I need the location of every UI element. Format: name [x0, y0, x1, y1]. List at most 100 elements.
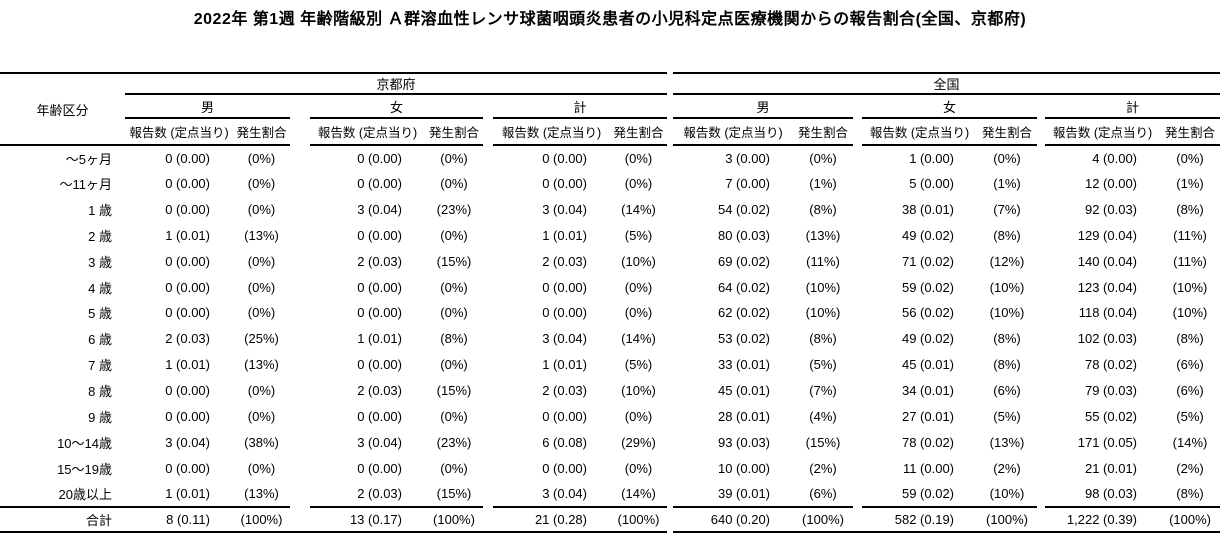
cell-ratio: (13%): [244, 357, 279, 373]
column-spacer: [290, 223, 310, 249]
cell-count: 0 (0.00): [357, 279, 402, 295]
cell-count: 38 (0.01): [901, 202, 955, 218]
cell-count: 0 (0.00): [542, 408, 587, 424]
gender-header-kyoto-male: 男: [125, 94, 290, 119]
table-row: 6 歳 2 (0.03) (25%) 1 (0.01) (8%) 3 (0.04…: [0, 326, 1220, 352]
column-spacer: [290, 274, 310, 300]
column-spacer: [853, 506, 863, 533]
column-spacer: [290, 248, 310, 274]
col-header-count: 報告数 (定点当り): [125, 118, 233, 146]
cell-ratio: (11%): [806, 253, 840, 269]
cell-count: 4 (0.00): [1092, 150, 1138, 166]
column-spacer: [483, 248, 493, 274]
column-spacer: [290, 326, 310, 352]
column-spacer: [290, 94, 310, 118]
cell-count: 3 (0.04): [542, 485, 587, 501]
cell-ratio: (10%): [989, 485, 1025, 501]
cell-ratio: (2%): [809, 460, 837, 476]
cell-ratio: (0%): [440, 408, 468, 424]
cell-count: 27 (0.01): [901, 408, 955, 424]
cell-ratio: (10%): [805, 279, 841, 295]
cell-ratio: (8%): [993, 227, 1021, 243]
cell-count: 8 (0.11): [125, 505, 233, 533]
cell-ratio: (0%): [440, 279, 468, 295]
column-spacer: [290, 197, 310, 223]
age-label: 15～19歳: [57, 461, 112, 477]
column-spacer: [1037, 506, 1046, 533]
cell-ratio: (5%): [1176, 408, 1204, 424]
table-body: ～5ヶ月 0 (0.00) (0%) 0 (0.00) (0%) 0 (0.00…: [0, 145, 1220, 507]
cell-ratio: (0%): [247, 202, 276, 218]
report-table: 年齢区分 京都府 全国 男 女 計 男 女 計 報告数 (定点当り) 発生割合 …: [0, 72, 1220, 533]
cell-count: 0 (0.00): [357, 305, 402, 321]
cell-ratio: (0%): [1176, 150, 1204, 166]
cell-ratio: (8%): [1176, 202, 1204, 218]
column-spacer: [483, 481, 493, 507]
cell-ratio: (0%): [993, 150, 1021, 166]
column-spacer: [1037, 455, 1045, 481]
cell-count: 78 (0.02): [901, 434, 955, 450]
column-spacer: [853, 403, 862, 429]
cell-ratio: (8%): [1176, 485, 1204, 501]
cell-ratio: (0%): [624, 176, 653, 192]
cell-count: 79 (0.03): [1084, 383, 1138, 399]
cell-ratio: (100%): [425, 505, 483, 533]
cell-count: 582 (0.19): [862, 505, 978, 533]
gender-header-national-total: 計: [1045, 94, 1220, 119]
cell-count: 2 (0.03): [542, 253, 587, 269]
cell-ratio: (6%): [809, 485, 837, 501]
table-row: 15～19歳 0 (0.00) (0%) 0 (0.00) (0%) 0 (0.…: [0, 455, 1220, 481]
gender-header-national-female: 女: [862, 94, 1038, 119]
cell-ratio: (5%): [624, 357, 653, 373]
cell-ratio: (0%): [624, 305, 653, 321]
column-spacer: [1037, 300, 1045, 326]
column-spacer: [853, 300, 862, 326]
cell-count: 28 (0.01): [717, 408, 771, 424]
cell-count: 3 (0.04): [542, 202, 587, 218]
age-label: 3 歳: [88, 254, 112, 270]
cell-ratio: (5%): [993, 408, 1021, 424]
cell-count: 69 (0.02): [717, 253, 771, 269]
cell-count: 6 (0.08): [542, 434, 587, 450]
cell-count: 0 (0.00): [357, 460, 402, 476]
cell-count: 7 (0.00): [725, 176, 771, 192]
table-row: ～5ヶ月 0 (0.00) (0%) 0 (0.00) (0%) 0 (0.00…: [0, 145, 1220, 171]
column-spacer: [853, 481, 862, 507]
cell-ratio: (7%): [809, 383, 837, 399]
cell-count: 1 (0.00): [909, 150, 955, 166]
column-spacer: [290, 145, 310, 171]
table-row: 8 歳 0 (0.00) (0%) 2 (0.03) (15%) 2 (0.03…: [0, 378, 1220, 404]
cell-ratio: (8%): [993, 331, 1021, 347]
cell-ratio: (0%): [247, 253, 276, 269]
column-spacer: [483, 429, 493, 455]
cell-count: 33 (0.01): [717, 357, 771, 373]
cell-ratio: (1%): [1176, 176, 1204, 192]
column-spacer: [853, 223, 862, 249]
cell-count: 59 (0.02): [901, 485, 955, 501]
cell-count: 0 (0.00): [165, 460, 210, 476]
column-spacer: [853, 455, 862, 481]
cell-ratio: (38%): [244, 434, 279, 450]
cell-count: 0 (0.00): [165, 176, 210, 192]
cell-count: 93 (0.03): [717, 434, 771, 450]
cell-ratio: (0%): [440, 357, 468, 373]
cell-ratio: (14%): [621, 331, 656, 347]
col-header-ratio: 発生割合: [233, 118, 290, 146]
age-label: ～11ヶ月: [59, 177, 113, 193]
cell-count: 1 (0.01): [542, 357, 587, 373]
cell-count: 118 (0.04): [1078, 305, 1138, 321]
cell-count: 62 (0.02): [717, 305, 771, 321]
cell-ratio: (25%): [244, 331, 279, 347]
cell-ratio: (10%): [989, 279, 1025, 295]
cell-ratio: (13%): [805, 227, 841, 243]
column-spacer: [1037, 171, 1045, 197]
cell-count: 0 (0.00): [165, 408, 210, 424]
cell-ratio: (23%): [436, 434, 472, 450]
column-spacer: [1037, 403, 1045, 429]
total-label: 合計: [0, 505, 125, 533]
cell-count: 2 (0.03): [357, 485, 402, 501]
cell-ratio: (15%): [436, 485, 472, 501]
cell-ratio: (5%): [624, 227, 653, 243]
gender-header-national-male: 男: [673, 94, 854, 119]
cell-count: 0 (0.00): [165, 279, 210, 295]
